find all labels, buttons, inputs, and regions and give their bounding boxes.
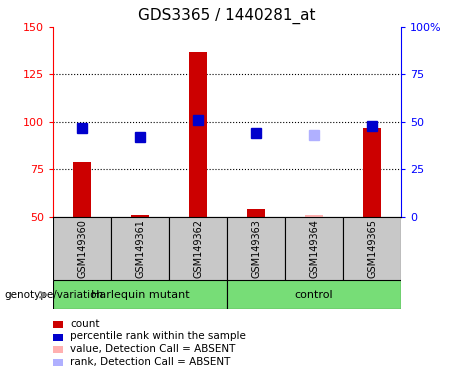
Bar: [305, 215, 323, 217]
Text: GSM149363: GSM149363: [251, 219, 261, 278]
Bar: [343, 217, 401, 280]
Text: Harlequin mutant: Harlequin mutant: [91, 290, 189, 300]
Bar: [189, 51, 207, 217]
Text: control: control: [295, 290, 333, 300]
Bar: [169, 217, 227, 280]
Bar: [73, 162, 91, 217]
Text: GSM149364: GSM149364: [309, 219, 319, 278]
Text: GSM149365: GSM149365: [367, 219, 377, 278]
Bar: [248, 209, 265, 217]
Bar: [363, 127, 381, 217]
Text: rank, Detection Call = ABSENT: rank, Detection Call = ABSENT: [70, 357, 230, 367]
Text: count: count: [70, 319, 100, 329]
Text: GSM149361: GSM149361: [135, 219, 145, 278]
Bar: [227, 217, 285, 280]
Text: GSM149362: GSM149362: [193, 219, 203, 278]
Text: percentile rank within the sample: percentile rank within the sample: [70, 331, 246, 341]
Bar: [53, 217, 111, 280]
Text: GSM149360: GSM149360: [77, 219, 87, 278]
Bar: [285, 217, 343, 280]
Title: GDS3365 / 1440281_at: GDS3365 / 1440281_at: [138, 8, 316, 24]
Bar: [227, 280, 401, 309]
Bar: [53, 280, 227, 309]
Bar: [131, 215, 149, 217]
Text: value, Detection Call = ABSENT: value, Detection Call = ABSENT: [70, 344, 235, 354]
Text: genotype/variation: genotype/variation: [5, 290, 104, 300]
Bar: [111, 217, 169, 280]
